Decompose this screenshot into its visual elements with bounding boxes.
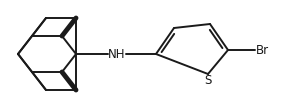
- Text: S: S: [204, 73, 212, 87]
- Text: Br: Br: [256, 43, 269, 56]
- Text: NH: NH: [108, 48, 126, 60]
